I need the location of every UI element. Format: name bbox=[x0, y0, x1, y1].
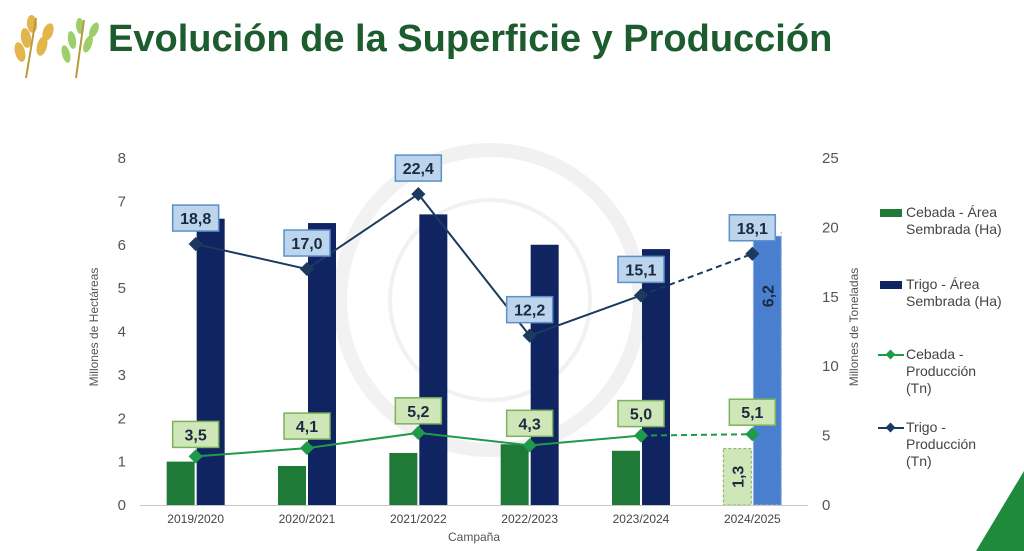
data-label-cebada-produccion: 5,1 bbox=[741, 405, 763, 422]
trigo-produccion-point bbox=[299, 261, 315, 277]
y-tick-left: 1 bbox=[118, 454, 126, 471]
y-tick-left: 2 bbox=[118, 410, 126, 427]
cebada-produccion-line-projection bbox=[640, 433, 753, 437]
legend-entry: Trigo - Área Sembrada (Ha) bbox=[906, 276, 1002, 309]
data-label-trigo-produccion: 12,2 bbox=[514, 303, 545, 320]
wheat-logo-icon bbox=[6, 4, 106, 80]
legend-entry: Trigo -Producción (Tn) bbox=[906, 419, 976, 469]
data-label-trigo-produccion: 15,1 bbox=[625, 262, 656, 279]
bar-trigo-area bbox=[642, 249, 670, 505]
data-label-trigo-produccion-box bbox=[728, 214, 777, 242]
data-label-trigo-produccion-box bbox=[505, 295, 554, 324]
y-axis-label-right: Millones de Toneladas bbox=[847, 268, 861, 387]
data-label-cebada-produccion: 3,5 bbox=[185, 427, 207, 444]
y-tick-left: 6 bbox=[118, 237, 126, 254]
bar-cebada-area bbox=[166, 461, 195, 505]
legend-entry: Cebada - Área Sembrada (Ha) bbox=[906, 204, 1002, 237]
y-tick-right: 15 bbox=[822, 289, 839, 306]
trigo-produccion-point bbox=[745, 246, 760, 261]
data-label-cebada-produccion: 4,1 bbox=[296, 419, 318, 436]
data-label-cebada-produccion-box bbox=[394, 397, 443, 425]
legend-entry: Cebada -Producción (Tn) bbox=[906, 346, 976, 396]
legend-marker bbox=[885, 422, 896, 433]
legend-swatch bbox=[880, 281, 902, 289]
bar-trigo-area bbox=[419, 214, 448, 505]
data-label-trigo-produccion: 18,8 bbox=[180, 211, 211, 228]
x-tick-label: 2020/2021 bbox=[279, 512, 336, 526]
y-tick-right: 25 bbox=[822, 150, 839, 167]
y-tick-left: 3 bbox=[118, 367, 126, 384]
corner-decoration bbox=[976, 471, 1024, 551]
bar-trigo-area bbox=[196, 218, 225, 505]
y-tick-left: 7 bbox=[118, 193, 126, 210]
x-tick-label: 2024/2025 bbox=[724, 512, 781, 526]
x-axis-label: Campaña bbox=[448, 530, 500, 544]
cebada-produccion-point bbox=[411, 425, 426, 440]
data-label-cebada-area-estimate: 1,3 bbox=[730, 466, 747, 488]
y-tick-left: 8 bbox=[118, 150, 126, 167]
data-label-cebada-produccion-box bbox=[171, 420, 220, 449]
data-label-trigo-produccion-box bbox=[394, 154, 443, 182]
y-tick-right: 5 bbox=[822, 428, 830, 445]
y-tick-right: 0 bbox=[822, 497, 830, 514]
cebada-produccion-point bbox=[633, 428, 649, 443]
data-label-trigo-area-estimate: 6,2 bbox=[760, 285, 777, 307]
data-label-trigo-produccion-box bbox=[171, 204, 220, 232]
data-label-cebada-produccion-box bbox=[617, 399, 665, 428]
cebada-produccion-point bbox=[522, 438, 537, 453]
watermark-seal bbox=[333, 143, 647, 457]
bar-cebada-area bbox=[612, 450, 640, 505]
data-label-cebada-produccion: 4,3 bbox=[519, 416, 541, 433]
data-label-cebada-produccion: 5,0 bbox=[630, 407, 652, 424]
trigo-produccion-point bbox=[188, 236, 203, 252]
trigo-produccion-point bbox=[522, 328, 537, 343]
y-tick-left: 0 bbox=[118, 497, 126, 514]
trigo-produccion-line bbox=[195, 192, 642, 337]
x-tick-label: 2019/2020 bbox=[167, 512, 224, 526]
data-label-cebada-produccion: 5,2 bbox=[407, 404, 429, 421]
x-tick-label: 2021/2022 bbox=[390, 512, 447, 526]
legend-swatch bbox=[880, 209, 902, 217]
y-tick-left: 4 bbox=[118, 324, 126, 341]
bar-trigo-area bbox=[752, 235, 782, 506]
bar-trigo-area bbox=[530, 244, 559, 505]
y-tick-left: 5 bbox=[118, 280, 126, 297]
x-tick-label: 2022/2023 bbox=[501, 512, 558, 526]
y-tick-right: 20 bbox=[822, 219, 839, 236]
cebada-produccion-point bbox=[745, 427, 760, 442]
legend: Cebada - Área Sembrada (Ha) Trigo - Área Se… bbox=[878, 204, 1002, 469]
cebada-produccion-point bbox=[299, 441, 315, 456]
page-title: Evolución de la Superficie y Producción bbox=[108, 18, 833, 60]
y-axis-label-left: Millones de Hectáreas bbox=[87, 268, 101, 387]
x-tick-label: 2023/2024 bbox=[613, 512, 670, 526]
data-label-trigo-produccion: 18,1 bbox=[737, 221, 768, 238]
data-label-cebada-produccion-box bbox=[505, 409, 554, 438]
bar-cebada-area bbox=[389, 452, 418, 505]
data-label-trigo-produccion-box bbox=[617, 255, 665, 284]
data-label-cebada-produccion-box bbox=[283, 412, 331, 440]
trigo-produccion-point bbox=[633, 288, 649, 303]
trigo-produccion-point bbox=[411, 187, 426, 202]
bar-cebada-area bbox=[278, 465, 306, 505]
cebada-produccion-point bbox=[188, 449, 203, 464]
data-label-trigo-produccion: 22,4 bbox=[403, 161, 434, 178]
data-label-trigo-produccion-box bbox=[283, 229, 331, 257]
data-label-trigo-produccion: 17,0 bbox=[291, 236, 322, 253]
legend-marker bbox=[885, 349, 896, 360]
bar-cebada-area bbox=[500, 444, 529, 505]
bar-cebada-area bbox=[722, 448, 752, 506]
data-label-cebada-produccion-box bbox=[728, 398, 777, 426]
y-tick-right: 10 bbox=[822, 358, 839, 375]
